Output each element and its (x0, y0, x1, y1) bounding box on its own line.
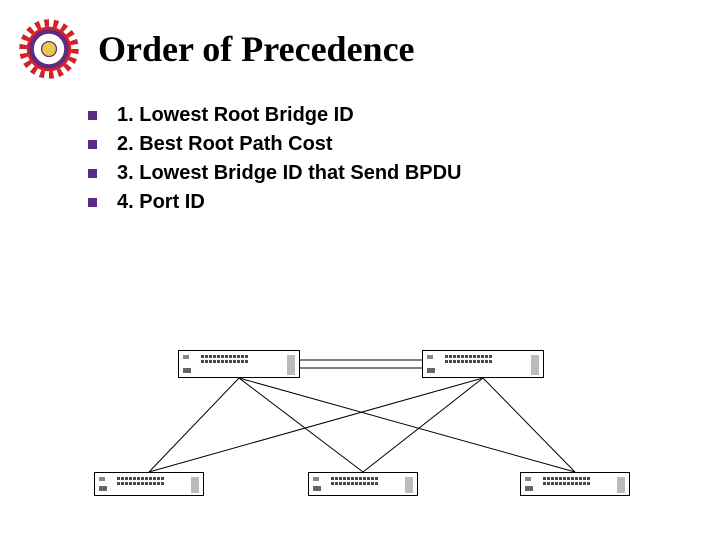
bullet-icon (88, 198, 97, 207)
precedence-list: 1. Lowest Root Bridge ID 2. Best Root Pa… (88, 104, 720, 214)
list-item-text: 2. Best Root Path Cost (117, 133, 333, 156)
slide-header: Order of Precedence (0, 0, 720, 80)
list-item: 2. Best Root Path Cost (88, 133, 720, 156)
list-item: 1. Lowest Root Bridge ID (88, 104, 720, 127)
bullet-icon (88, 140, 97, 149)
network-switch-icon (94, 472, 204, 496)
slide-title: Order of Precedence (98, 28, 415, 70)
list-item-text: 4. Port ID (117, 191, 205, 214)
network-switch-icon (308, 472, 418, 496)
list-item-text: 1. Lowest Root Bridge ID (117, 104, 354, 127)
list-item-text: 3. Lowest Bridge ID that Send BPDU (117, 162, 461, 185)
bullet-icon (88, 169, 97, 178)
list-item: 4. Port ID (88, 191, 720, 214)
university-logo-icon (18, 18, 80, 80)
network-switch-icon (422, 350, 544, 378)
list-item: 3. Lowest Bridge ID that Send BPDU (88, 162, 720, 185)
network-diagram (0, 0, 720, 540)
bullet-icon (88, 111, 97, 120)
network-switch-icon (520, 472, 630, 496)
network-switch-icon (178, 350, 300, 378)
